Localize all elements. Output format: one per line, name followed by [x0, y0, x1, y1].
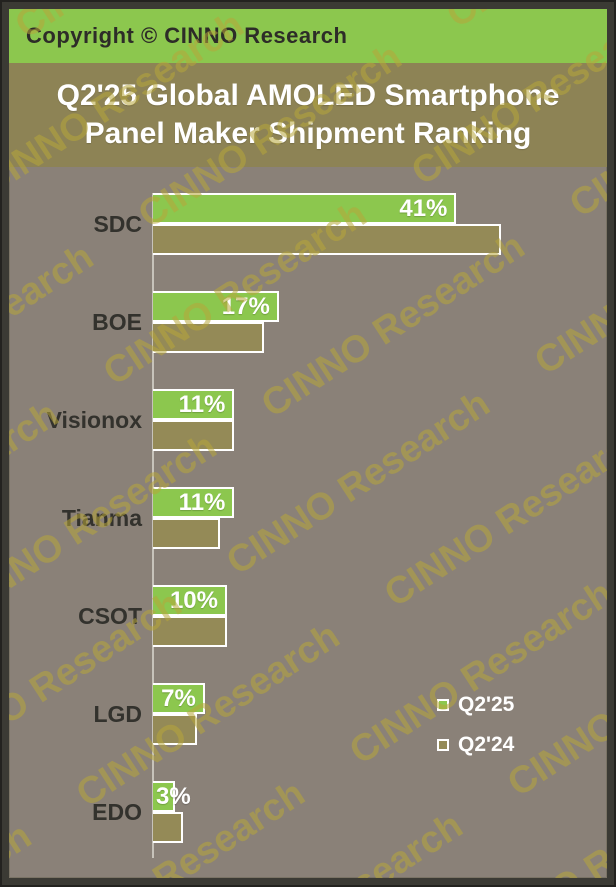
- bar-q2-24[interactable]: [153, 812, 183, 843]
- bar-value-label: 10%: [169, 587, 218, 614]
- bar-row: Tianma 11%: [9, 487, 607, 549]
- bar-q2-24[interactable]: [153, 322, 264, 353]
- bar-q2-24[interactable]: [153, 420, 235, 451]
- chart-title-bar: Q2'25 Global AMOLED Smartphone Panel Mak…: [9, 63, 607, 167]
- bar-pair: 10%: [153, 585, 607, 647]
- bar-value-label: 41%: [399, 195, 448, 222]
- bar-pair: 7%: [153, 683, 607, 745]
- bar-row: EDO 3%: [9, 781, 607, 843]
- category-label: Visionox: [46, 406, 142, 433]
- chart-title-line1: Q2'25 Global AMOLED Smartphone: [56, 79, 560, 112]
- bar-q2-24[interactable]: [153, 616, 227, 647]
- bar-row: BOE 17%: [9, 291, 607, 353]
- legend-label: Q2'24: [458, 733, 515, 756]
- bar-q2-24[interactable]: [153, 224, 501, 255]
- bar-value-label: 11%: [178, 489, 226, 516]
- bar-q2-25[interactable]: 10%: [153, 585, 227, 616]
- legend-label: Q2'25: [458, 693, 515, 716]
- bar-q2-24[interactable]: [153, 518, 220, 549]
- bar-q2-25[interactable]: 11%: [153, 487, 235, 518]
- bar-value-label: 17%: [221, 293, 270, 320]
- bar-q2-25[interactable]: 3%: [153, 781, 191, 812]
- bar-q2-25[interactable]: 7%: [153, 683, 205, 714]
- bar-pair: 41%: [153, 193, 607, 255]
- bar-value-label: 3%: [156, 783, 191, 810]
- bar-pair: 11%: [153, 389, 607, 451]
- bar-q2-25[interactable]: 17%: [153, 291, 279, 322]
- bar-row: Visionox 11%: [9, 389, 607, 451]
- copyright-banner: Copyright © CINNO Research: [9, 9, 607, 63]
- bar-q2-25[interactable]: 11%: [153, 389, 235, 420]
- category-label: SDC: [93, 210, 142, 237]
- category-label: CSOT: [78, 602, 142, 629]
- category-label: EDO: [92, 798, 142, 825]
- category-label: Tianma: [61, 504, 142, 531]
- copyright-text: Copyright © CINNO Research: [26, 23, 348, 48]
- legend-item: Q2'24: [437, 733, 514, 757]
- bar-q2-24[interactable]: [153, 714, 198, 745]
- bar-row: SDC 41%: [9, 193, 607, 255]
- legend-item: Q2'25: [437, 693, 514, 717]
- bar-q2-25[interactable]: 41%: [153, 193, 457, 224]
- bar-pair: 11%: [153, 487, 607, 549]
- legend-swatch: [437, 739, 449, 751]
- bar-row: CSOT 10%: [9, 585, 607, 647]
- category-label: LGD: [93, 700, 142, 727]
- category-label: BOE: [92, 308, 142, 335]
- chart-title-line2: Panel Maker Shipment Ranking: [84, 117, 532, 150]
- bar-row: LGD 7%: [9, 683, 607, 745]
- bar-value-label: 11%: [178, 391, 226, 418]
- legend-swatch: [437, 699, 449, 711]
- bar-pair: 17%: [153, 291, 607, 353]
- bar-pair: 3%: [153, 781, 607, 843]
- bar-rows: SDC 41% BOE 17% Visionox 11% Tianma: [9, 193, 607, 878]
- plot-area: SDC 41% BOE 17% Visionox 11% Tianma: [9, 167, 607, 878]
- legend: Q2'25 Q2'24: [437, 693, 514, 757]
- bar-value-label: 7%: [161, 685, 196, 712]
